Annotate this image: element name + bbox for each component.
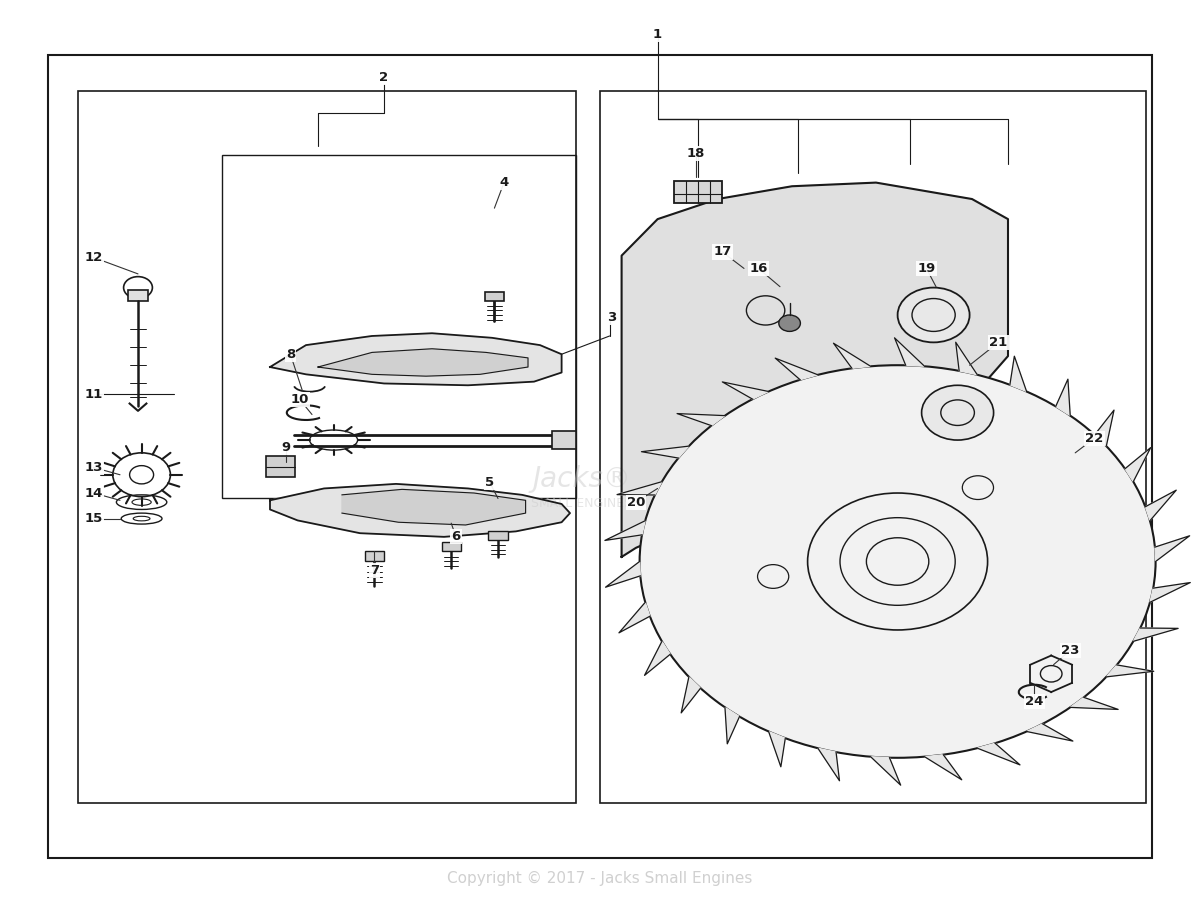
Text: 9: 9	[281, 441, 290, 454]
Polygon shape	[1010, 356, 1027, 392]
Polygon shape	[722, 382, 769, 399]
Polygon shape	[1154, 536, 1189, 561]
Polygon shape	[644, 641, 671, 676]
Bar	[365, 551, 384, 561]
Polygon shape	[677, 414, 725, 425]
Circle shape	[898, 288, 970, 342]
Bar	[266, 456, 295, 477]
Text: SMALL ENGINES: SMALL ENGINES	[532, 498, 632, 510]
Polygon shape	[955, 342, 977, 375]
Circle shape	[640, 365, 1156, 758]
Polygon shape	[894, 338, 924, 366]
Polygon shape	[318, 349, 528, 376]
Bar	[485, 292, 504, 301]
Polygon shape	[1094, 410, 1114, 446]
Polygon shape	[619, 603, 650, 633]
Text: 8: 8	[286, 348, 295, 361]
Text: 5: 5	[485, 476, 494, 488]
Text: 10: 10	[290, 394, 310, 406]
Polygon shape	[725, 708, 739, 744]
Text: 18: 18	[686, 147, 706, 160]
Polygon shape	[1133, 628, 1178, 641]
Text: 12: 12	[84, 251, 103, 264]
Text: 2: 2	[379, 71, 389, 84]
Bar	[78, 91, 576, 803]
Text: 15: 15	[84, 512, 103, 525]
Bar	[222, 155, 576, 498]
Bar	[48, 55, 1152, 858]
Polygon shape	[1027, 724, 1073, 741]
Text: 21: 21	[989, 336, 1008, 349]
Polygon shape	[775, 358, 818, 380]
Text: 17: 17	[713, 246, 732, 258]
Polygon shape	[834, 343, 871, 368]
Polygon shape	[871, 757, 901, 785]
Polygon shape	[642, 446, 689, 458]
Text: 3: 3	[607, 311, 617, 324]
Polygon shape	[617, 482, 662, 495]
Polygon shape	[270, 484, 570, 537]
Text: 6: 6	[451, 530, 461, 543]
Polygon shape	[270, 333, 562, 385]
Circle shape	[922, 385, 994, 440]
Text: 13: 13	[84, 461, 103, 474]
Polygon shape	[1124, 447, 1151, 482]
Polygon shape	[605, 520, 646, 540]
Bar	[674, 181, 722, 203]
Text: 7: 7	[370, 564, 379, 577]
Polygon shape	[622, 183, 1008, 557]
Bar	[442, 542, 461, 551]
Polygon shape	[818, 748, 840, 781]
Polygon shape	[924, 755, 961, 780]
Text: 22: 22	[1085, 432, 1104, 445]
Bar	[600, 91, 1146, 803]
Text: 14: 14	[84, 487, 103, 499]
Text: 11: 11	[84, 388, 103, 401]
Bar	[552, 431, 576, 449]
Polygon shape	[1145, 490, 1176, 520]
Text: 24: 24	[1025, 695, 1044, 708]
Polygon shape	[342, 489, 526, 525]
Text: Copyright © 2017 - Jacks Small Engines: Copyright © 2017 - Jacks Small Engines	[448, 871, 752, 886]
Text: 19: 19	[917, 262, 936, 275]
Text: 16: 16	[749, 262, 768, 275]
Polygon shape	[1056, 379, 1070, 415]
Polygon shape	[768, 731, 785, 767]
Polygon shape	[1070, 698, 1118, 709]
Polygon shape	[1150, 582, 1190, 603]
Text: Jacks®: Jacks®	[533, 466, 631, 493]
Text: 1: 1	[653, 28, 662, 41]
Bar	[488, 531, 508, 540]
Bar	[128, 290, 148, 301]
Polygon shape	[977, 743, 1020, 765]
Polygon shape	[606, 561, 641, 587]
Polygon shape	[682, 677, 701, 713]
Text: 23: 23	[1061, 644, 1080, 656]
Text: 4: 4	[499, 176, 509, 189]
Circle shape	[779, 315, 800, 331]
Polygon shape	[1106, 665, 1153, 677]
Text: 20: 20	[626, 496, 646, 509]
